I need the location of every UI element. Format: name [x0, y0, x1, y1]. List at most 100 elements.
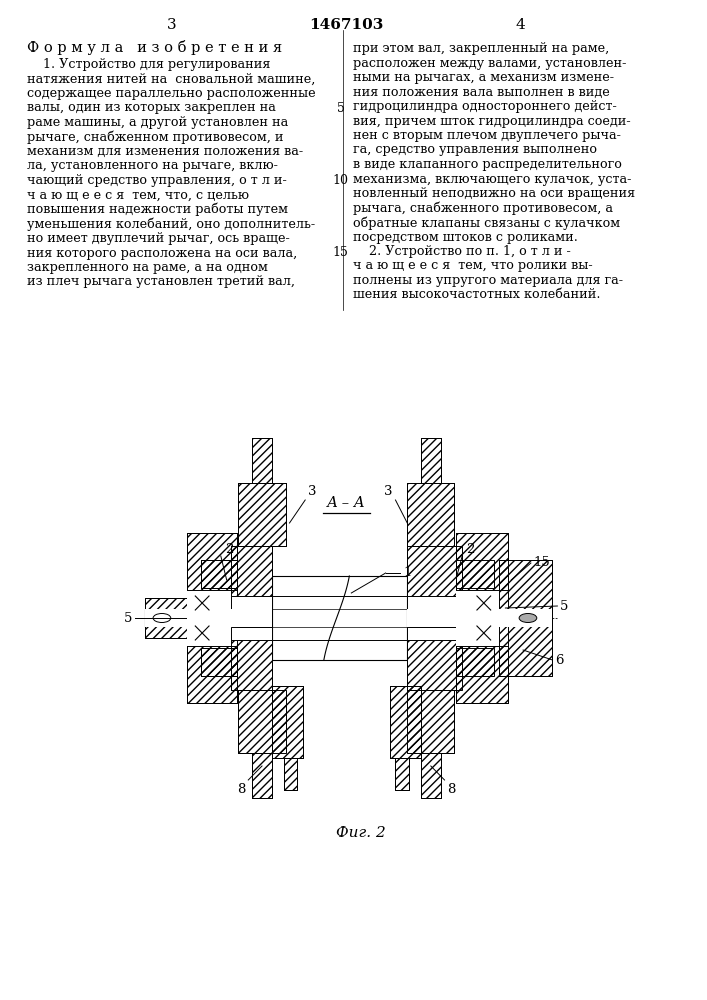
Text: механизм для изменения положения ва-: механизм для изменения положения ва-: [28, 145, 303, 158]
Bar: [145, 598, 189, 638]
Text: А – А: А – А: [327, 496, 366, 510]
Bar: [395, 758, 409, 790]
Bar: [407, 627, 462, 640]
Text: 3: 3: [384, 485, 392, 498]
Text: повышения надежности работы путем: повышения надежности работы путем: [28, 203, 288, 217]
Bar: [271, 686, 303, 758]
Bar: [421, 753, 440, 798]
Bar: [238, 690, 286, 753]
Bar: [252, 438, 271, 483]
Text: полнены из упругого материала для га-: полнены из упругого материала для га-: [354, 274, 624, 287]
Ellipse shape: [153, 613, 171, 622]
Text: из плеч рычага установлен третий вал,: из плеч рычага установлен третий вал,: [28, 275, 296, 288]
Text: 6: 6: [556, 654, 564, 666]
Text: при этом вал, закрепленный на раме,: при этом вал, закрепленный на раме,: [354, 42, 609, 55]
Text: Фиг. 2: Фиг. 2: [337, 826, 386, 840]
Bar: [456, 648, 493, 676]
Text: га, средство управления выполнено: га, средство управления выполнено: [354, 143, 597, 156]
Bar: [498, 560, 552, 676]
Bar: [230, 596, 271, 609]
Text: новленный неподвижно на оси вращения: новленный неподвижно на оси вращения: [354, 187, 636, 200]
Text: гидроцилиндра одностороннего дейст-: гидроцилиндра одностороннего дейст-: [354, 100, 617, 113]
Bar: [390, 686, 421, 758]
Text: содержащее параллельно расположенные: содержащее параллельно расположенные: [28, 87, 316, 100]
Bar: [238, 483, 286, 546]
Text: 3: 3: [167, 18, 177, 32]
Text: посредством штоков с роликами.: посредством штоков с роликами.: [354, 231, 578, 243]
Text: шения высокочастотных колебаний.: шения высокочастотных колебаний.: [354, 288, 601, 302]
Text: ными на рычагах, а механизм измене-: ными на рычагах, а механизм измене-: [354, 71, 614, 84]
Bar: [271, 576, 407, 660]
Text: рычаге, снабженном противовесом, и: рычаге, снабженном противовесом, и: [28, 130, 284, 144]
Bar: [145, 598, 189, 638]
Text: но имеет двуплечий рычаг, ось враще-: но имеет двуплечий рычаг, ось враще-: [28, 232, 291, 245]
Bar: [407, 609, 462, 627]
Bar: [238, 690, 286, 753]
Text: рычага, снабженного противовесом, а: рычага, снабженного противовесом, а: [354, 202, 613, 215]
Text: 2: 2: [466, 543, 474, 556]
Bar: [252, 753, 271, 798]
Text: 1. Устройство для регулирования: 1. Устройство для регулирования: [28, 58, 271, 71]
Bar: [187, 590, 237, 646]
Ellipse shape: [519, 613, 537, 622]
Bar: [407, 640, 462, 690]
Text: 1: 1: [403, 566, 411, 580]
Bar: [284, 758, 298, 790]
Bar: [230, 627, 271, 640]
Text: Ф о р м у л а   и з о б р е т е н и я: Ф о р м у л а и з о б р е т е н и я: [28, 40, 283, 55]
Text: ч а ю щ е е с я  тем, что ролики вы-: ч а ю щ е е с я тем, что ролики вы-: [354, 259, 593, 272]
Bar: [252, 438, 271, 483]
Text: 1467103: 1467103: [309, 18, 384, 32]
Bar: [201, 560, 237, 588]
Bar: [230, 546, 271, 596]
Bar: [407, 546, 462, 596]
Bar: [395, 758, 409, 790]
Text: уменьшения колебаний, оно дополнитель-: уменьшения колебаний, оно дополнитель-: [28, 218, 315, 231]
Text: 5: 5: [561, 599, 568, 612]
Bar: [407, 690, 455, 753]
Bar: [407, 690, 455, 753]
Bar: [456, 590, 508, 646]
Text: 10: 10: [332, 174, 349, 187]
Text: 5: 5: [124, 611, 132, 624]
Bar: [390, 686, 421, 758]
Text: вия, причем шток гидроцилиндра соеди-: вия, причем шток гидроцилиндра соеди-: [354, 114, 631, 127]
Text: ния положения вала выполнен в виде: ния положения вала выполнен в виде: [354, 86, 610, 99]
Bar: [230, 640, 271, 690]
Text: обратные клапаны связаны с кулачком: обратные клапаны связаны с кулачком: [354, 216, 621, 230]
Bar: [407, 483, 455, 546]
Bar: [230, 640, 271, 690]
Text: ла, установленного на рычаге, вклю-: ла, установленного на рычаге, вклю-: [28, 159, 279, 172]
Text: валы, один из которых закреплен на: валы, один из которых закреплен на: [28, 102, 276, 114]
Text: 3: 3: [308, 485, 317, 498]
Bar: [421, 438, 440, 483]
Bar: [238, 483, 286, 546]
Bar: [456, 560, 493, 588]
Text: 15: 15: [332, 246, 349, 259]
Bar: [407, 483, 455, 546]
Text: натяжения нитей на  сновальной машине,: натяжения нитей на сновальной машине,: [28, 73, 316, 86]
Bar: [252, 753, 271, 798]
Bar: [456, 648, 493, 676]
Bar: [201, 648, 237, 676]
Bar: [456, 560, 493, 588]
Bar: [187, 533, 237, 703]
Bar: [407, 640, 462, 690]
Text: ния которого расположена на оси вала,: ния которого расположена на оси вала,: [28, 246, 298, 259]
Text: раме машины, а другой установлен на: раме машины, а другой установлен на: [28, 116, 288, 129]
Bar: [456, 533, 508, 703]
Bar: [271, 686, 303, 758]
Bar: [498, 560, 552, 676]
Bar: [421, 438, 440, 483]
Text: 8: 8: [448, 783, 456, 796]
Bar: [407, 596, 462, 609]
Text: закрепленного на раме, а на одном: закрепленного на раме, а на одном: [28, 261, 269, 274]
Text: 4: 4: [515, 18, 525, 32]
Text: 8: 8: [237, 783, 245, 796]
Bar: [284, 758, 298, 790]
Bar: [230, 546, 271, 596]
Bar: [407, 546, 462, 596]
Text: механизма, включающего кулачок, уста-: механизма, включающего кулачок, уста-: [354, 172, 631, 186]
Bar: [187, 533, 237, 703]
Text: 5: 5: [337, 102, 344, 114]
